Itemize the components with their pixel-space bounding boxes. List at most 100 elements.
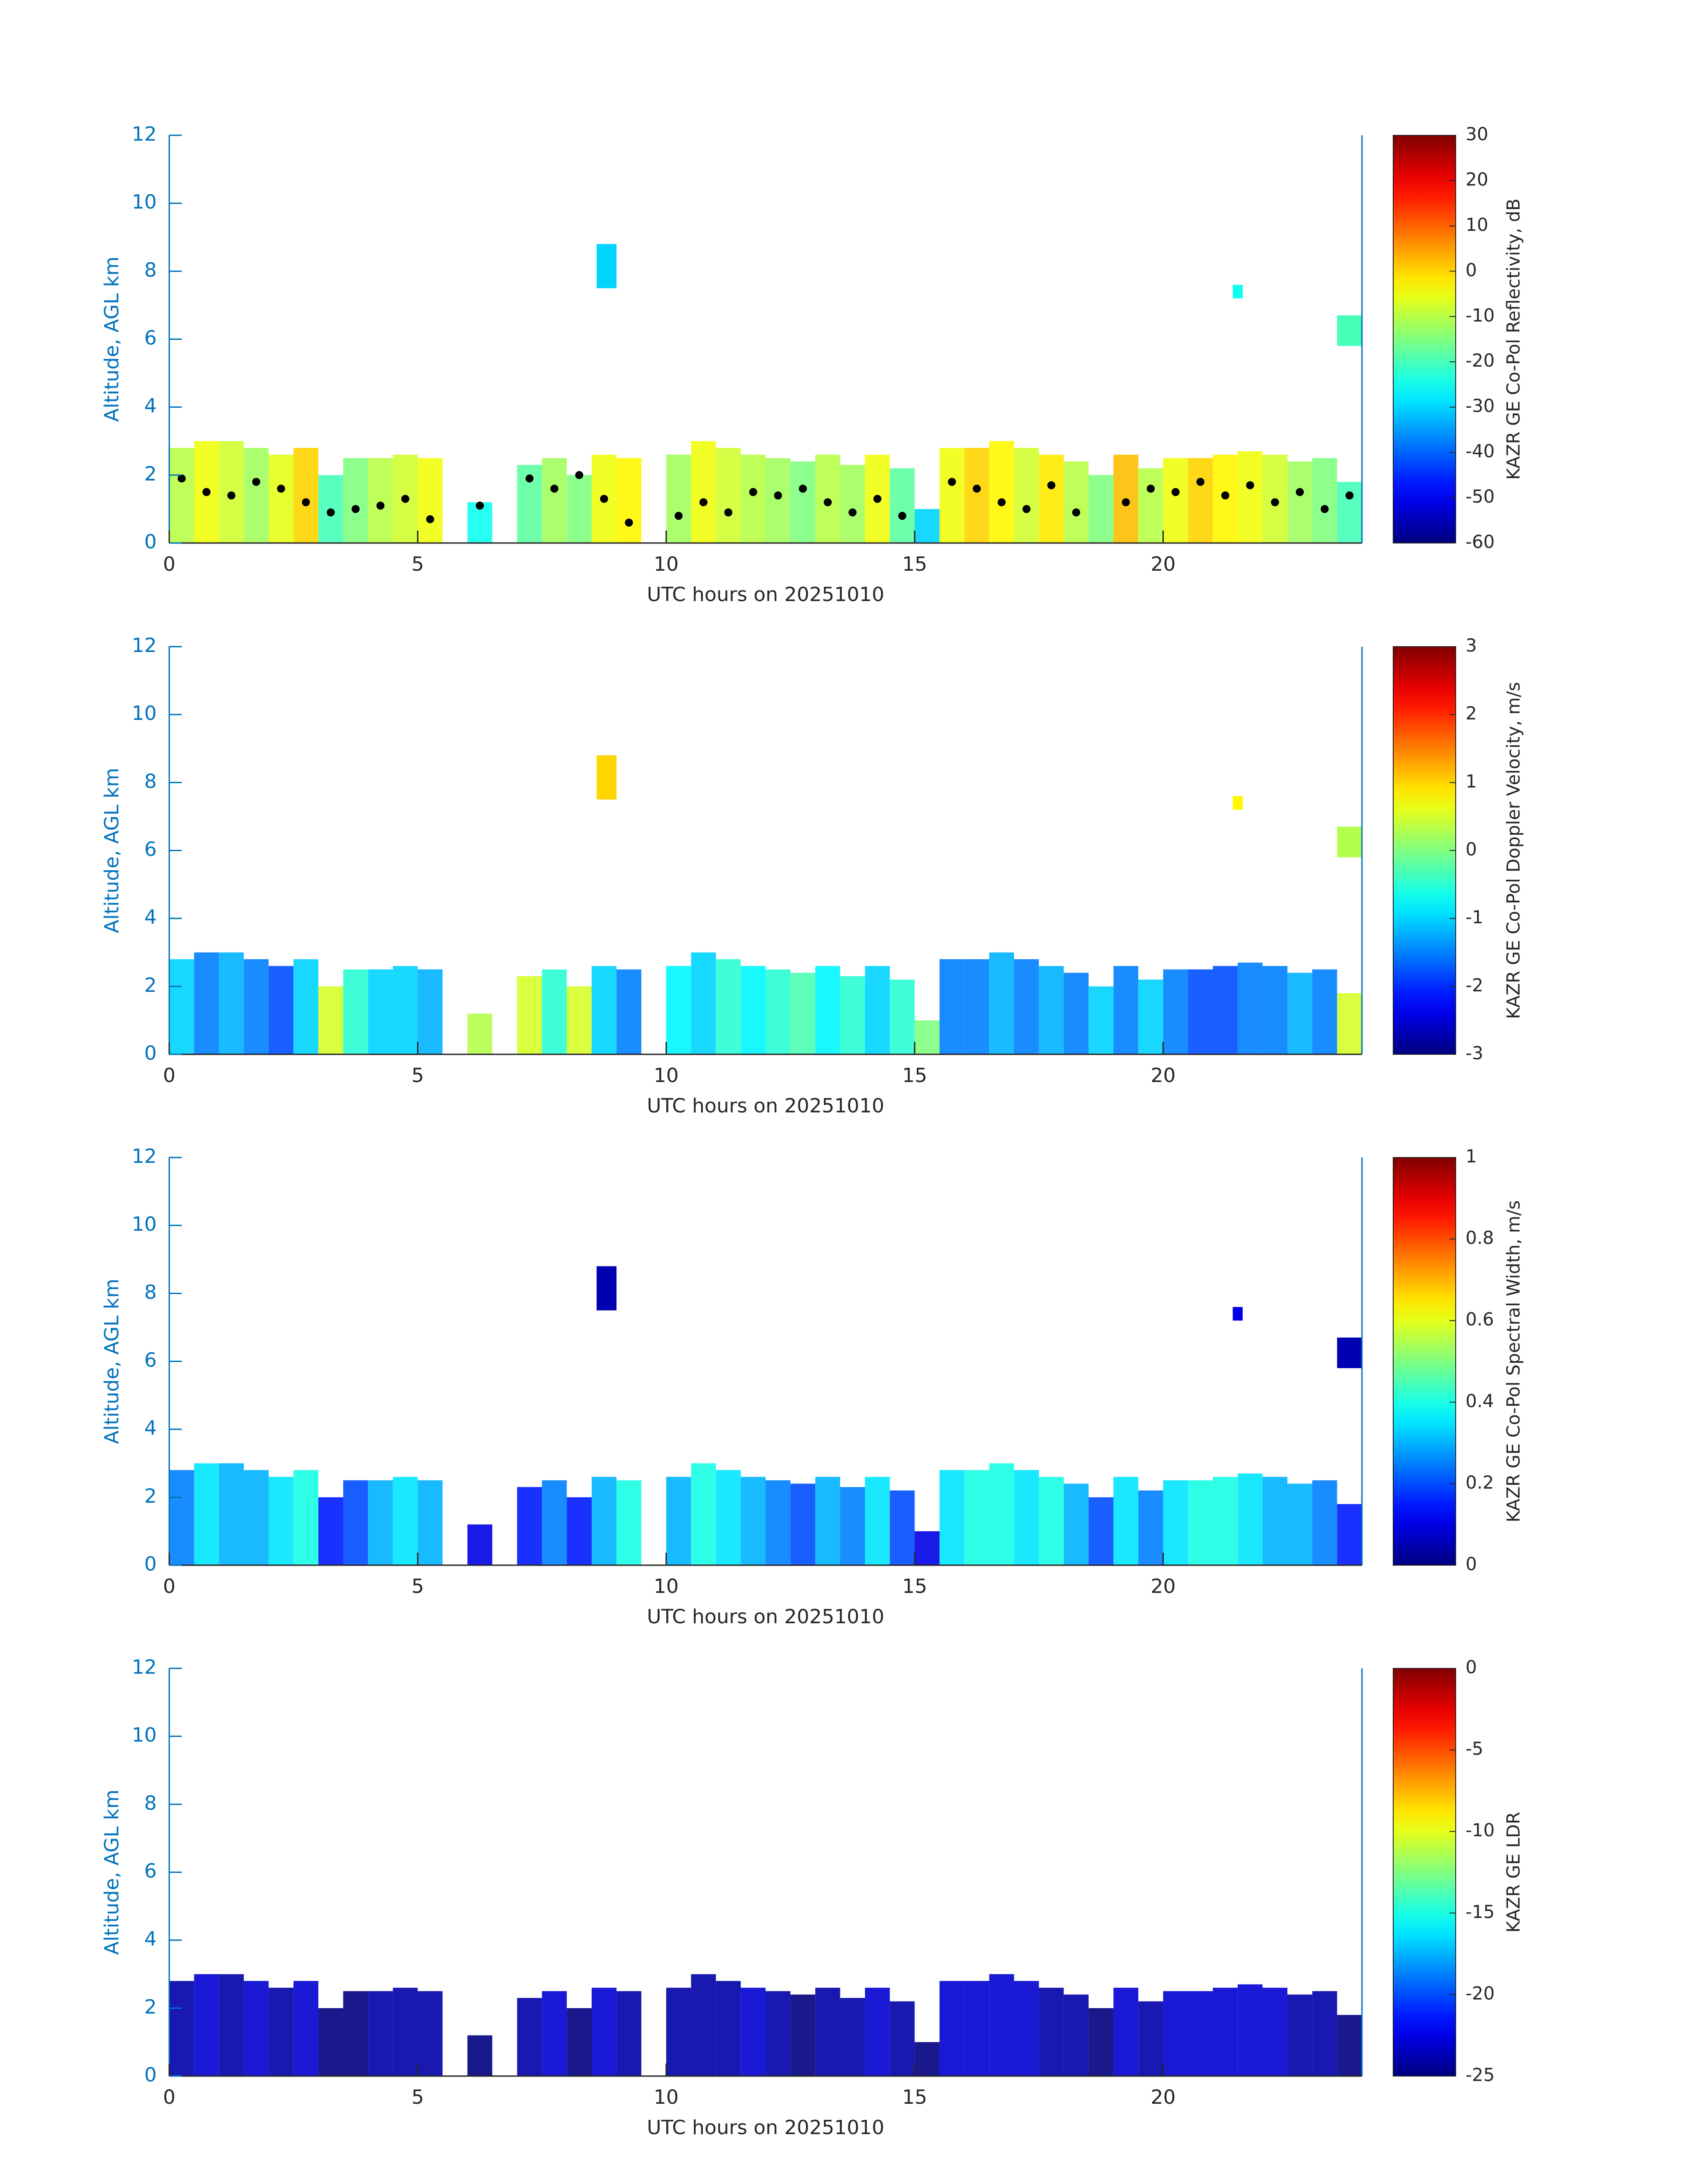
echo-column: [318, 2008, 343, 2076]
cloud-base-dot: [948, 478, 956, 486]
x-tick-label: 5: [411, 553, 424, 576]
cloud-base-dot: [302, 498, 310, 506]
echo-column: [1064, 1994, 1089, 2076]
echo-column: [1213, 1477, 1238, 1565]
echo-column: [1287, 1483, 1312, 1565]
echo-column: [940, 1981, 965, 2076]
echo-column: [1188, 458, 1213, 543]
colorbar-tick-label: 3: [1466, 635, 1477, 656]
y-tick-label: 8: [144, 1792, 157, 1814]
y-tick-label: 12: [132, 123, 157, 146]
echo-column: [1213, 966, 1238, 1054]
echo-column: [740, 455, 766, 543]
echo-column: [1138, 979, 1163, 1054]
echo-column: [989, 441, 1014, 543]
colorbar-label: KAZR GE Co-Pol Reflectivity, dB: [1503, 199, 1524, 480]
echo-column: [666, 1988, 691, 2076]
y-axis-label: Altitude, AGL km: [100, 1279, 123, 1444]
echo-column: [542, 969, 567, 1054]
x-tick-label: 5: [411, 2086, 424, 2109]
cloud-base-dot: [749, 488, 757, 496]
echo-column: [1163, 458, 1188, 543]
y-tick-label: 4: [144, 395, 157, 418]
echo-column: [1337, 1504, 1362, 1565]
colorbar: [1393, 135, 1456, 543]
x-axis-label: UTC hours on 20251010: [647, 1095, 885, 1117]
x-tick-label: 0: [163, 1575, 175, 1598]
y-tick-label: 6: [144, 1860, 157, 1883]
cloud-base-dot: [1072, 508, 1081, 517]
y-tick-label: 10: [132, 191, 157, 213]
echo-column: [1188, 1991, 1213, 2076]
colorbar-tick-label: -25: [1466, 2065, 1495, 2085]
echo-column: [915, 1020, 940, 1054]
echo-column: [517, 1998, 542, 2076]
echo-column: [616, 969, 642, 1054]
colorbar-tick-label: -15: [1466, 1902, 1495, 1922]
echo-column: [318, 1497, 343, 1565]
echo-column: [1287, 1994, 1312, 2076]
echo-column: [964, 447, 990, 543]
echo-column: [1088, 1497, 1114, 1565]
cloud-base-dot: [973, 485, 981, 493]
echo-column: [343, 1991, 368, 2076]
elevated-echo: [597, 755, 617, 800]
colorbar-tick-label: 0.6: [1466, 1309, 1494, 1330]
cloud-base-dot: [1271, 498, 1279, 506]
y-tick-label: 10: [132, 702, 157, 725]
cloud-base-dot: [1246, 481, 1254, 489]
echo-column: [1163, 969, 1188, 1054]
echo-column: [591, 1988, 617, 2076]
colorbar: [1393, 646, 1456, 1055]
cloud-base-dot: [848, 508, 857, 517]
cloud-base-dot: [774, 491, 782, 500]
x-tick-label: 0: [163, 553, 175, 576]
cloud-base-dot: [550, 485, 559, 493]
y-tick-label: 4: [144, 1928, 157, 1951]
x-tick-label: 20: [1151, 553, 1176, 576]
y-axis-label: Altitude, AGL km: [100, 256, 123, 422]
echo-column: [915, 509, 940, 543]
x-tick-label: 0: [163, 1064, 175, 1087]
y-tick-label: 8: [144, 770, 157, 793]
echo-column: [567, 986, 592, 1054]
echo-column: [964, 959, 990, 1054]
echo-column: [1163, 1480, 1188, 1565]
x-tick-label: 15: [902, 1064, 927, 1087]
colorbar-tick-label: 1: [1466, 1146, 1477, 1167]
colorbar-tick-label: -2: [1466, 975, 1483, 996]
x-tick-label: 20: [1151, 1064, 1176, 1087]
echo-column: [1337, 2015, 1362, 2076]
echo-column: [567, 2008, 592, 2076]
echo-column: [1064, 973, 1089, 1054]
echo-column: [368, 969, 393, 1054]
echo-column: [716, 959, 741, 1054]
echo-column: [616, 1991, 642, 2076]
colorbar-tick-label: 10: [1466, 215, 1488, 235]
colorbar-tick-label: -30: [1466, 396, 1495, 417]
colorbar: [1393, 1668, 1456, 2077]
elevated-echo: [1337, 827, 1362, 857]
echo-column: [343, 458, 368, 543]
echo-column: [268, 455, 294, 543]
x-tick-label: 20: [1151, 2086, 1176, 2109]
y-tick-label: 4: [144, 906, 157, 929]
cloud-base-dot: [376, 501, 384, 510]
cloud-base-dot: [401, 495, 409, 503]
cloud-base-dot: [873, 495, 881, 503]
elevated-echo: [1337, 1337, 1362, 1368]
echo-column: [293, 1981, 318, 2076]
echo-column: [1312, 969, 1337, 1054]
echo-column: [567, 475, 592, 543]
echo-column: [1064, 461, 1089, 543]
colorbar-tick-label: -1: [1466, 907, 1483, 928]
cloud-base-dot: [699, 498, 708, 506]
echo-column: [765, 969, 791, 1054]
cloud-base-dot: [600, 495, 608, 503]
echo-column: [1113, 966, 1139, 1054]
echo-column: [343, 1480, 368, 1565]
cloud-base-dot: [1196, 478, 1205, 486]
colorbar-tick-label: 1: [1466, 771, 1477, 792]
echo-column: [691, 441, 716, 543]
